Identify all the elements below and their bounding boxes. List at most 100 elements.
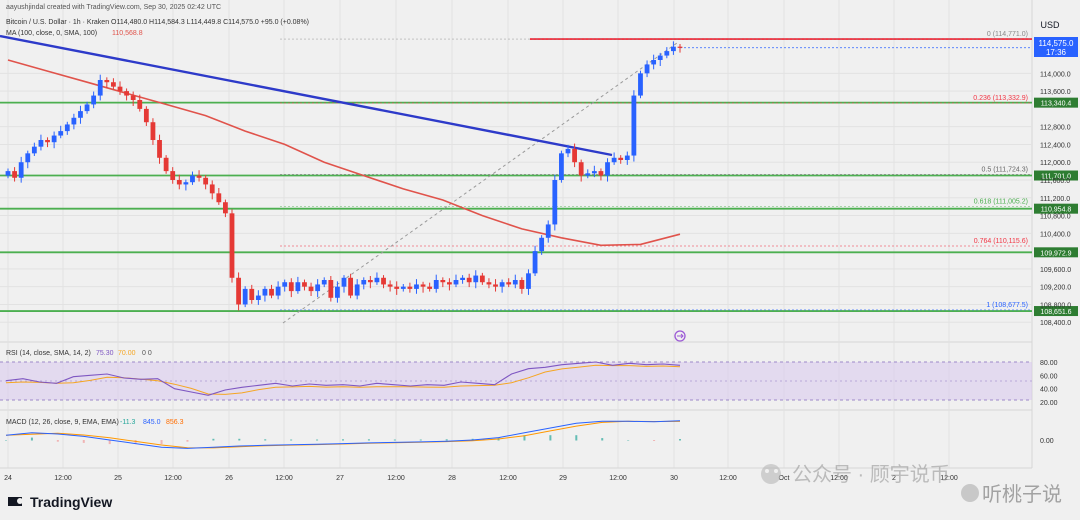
descending-trendline[interactable] xyxy=(0,34,613,157)
price-tick-label: 111,200.0 xyxy=(1040,196,1070,203)
candle-body xyxy=(559,153,564,180)
candle-body xyxy=(104,80,110,83)
wechat-watermark-text: 公众号 · 顾宇说币 xyxy=(792,463,950,486)
ma-value: 110,568.8 xyxy=(112,30,143,37)
candle-body xyxy=(51,135,57,143)
fib-connector-line xyxy=(282,42,678,324)
candle-body xyxy=(361,280,367,285)
candle-body xyxy=(209,184,215,194)
time-axis[interactable]: 24 12:00 25 12:00 26 12:00 27 12:00 28 12:00 29 12:… xyxy=(4,475,958,482)
macd-series xyxy=(5,420,681,449)
price-tick-label: 110,400.0 xyxy=(1040,231,1071,238)
price-tick-label: 109,200.0 xyxy=(1040,285,1071,292)
rsi-signal-path xyxy=(5,364,681,395)
macd-histogram-bar xyxy=(523,435,526,441)
level-price-label: 110,954.8 xyxy=(1041,207,1072,214)
candle-body xyxy=(282,282,288,287)
candle-body xyxy=(130,95,136,100)
candle-body xyxy=(196,175,202,178)
price-tick-label: 110,800.0 xyxy=(1040,214,1071,221)
candle-body xyxy=(473,275,479,283)
macd-histogram-bar xyxy=(316,439,319,441)
macd-value-3: 856.3 xyxy=(166,419,184,426)
macd-value-1: -11.3 xyxy=(120,419,136,426)
time-tick-label: 30 xyxy=(670,475,678,482)
macd-histogram-bar xyxy=(56,440,59,442)
candle-body xyxy=(335,286,340,298)
macd-histogram-bar xyxy=(290,439,293,441)
candle-body xyxy=(308,286,314,292)
candle-body xyxy=(407,286,413,289)
time-tick-label: 28 xyxy=(448,475,456,482)
candle-body xyxy=(499,282,505,287)
candle-body xyxy=(295,282,301,292)
candle-body xyxy=(526,273,531,289)
candle-body xyxy=(348,277,353,296)
time-tick-label: 12:00 xyxy=(719,475,737,482)
price-tick-label: 108,400.0 xyxy=(1040,320,1071,327)
rsi-tick-label: 80.00 xyxy=(1040,360,1058,367)
macd-axis: 0.00 xyxy=(1040,438,1054,445)
ma-label: MA (100, close, 0, SMA, 100) xyxy=(6,30,97,37)
candle-body xyxy=(651,60,657,65)
candle-body xyxy=(486,282,492,285)
macd-histogram-bar xyxy=(549,435,552,441)
wechat-icon xyxy=(761,464,781,484)
candle-body xyxy=(25,153,31,163)
rsi-value: 75.30 xyxy=(96,350,114,357)
tradingview-logo-text: TradingView xyxy=(30,494,112,510)
corner-watermark-text: 听桃子说 xyxy=(982,483,1062,506)
time-tick-label: 12:00 xyxy=(164,475,182,482)
candle-body xyxy=(157,140,162,158)
candle-body xyxy=(124,91,129,96)
rsi-tick-label: 40.00 xyxy=(1040,387,1058,394)
macd-histogram-bar xyxy=(186,440,189,442)
candle-body xyxy=(321,280,327,285)
price-tick-label: 112,400.0 xyxy=(1040,142,1071,149)
candle-body xyxy=(236,277,241,305)
credit-line: aayushjindal created with TradingView.co… xyxy=(6,4,221,11)
price-tick-label: 112,000.0 xyxy=(1040,160,1071,167)
candle-body xyxy=(111,82,116,87)
candle-body xyxy=(328,280,334,298)
candle-body xyxy=(97,80,103,96)
alert-marker-icon[interactable] xyxy=(674,330,686,342)
candle-body xyxy=(400,286,406,289)
candles xyxy=(5,41,683,311)
candle-body xyxy=(216,193,222,203)
fib-label: 0.236 (113,332.9) xyxy=(973,95,1028,102)
rsi-axis: 80.00 60.00 40.00 20.00 xyxy=(1040,360,1058,407)
candle-body xyxy=(315,284,321,292)
candle-body xyxy=(387,284,393,287)
candle-body xyxy=(45,140,50,143)
candle-body xyxy=(479,275,485,283)
candle-body xyxy=(440,280,446,283)
candle-body xyxy=(671,46,676,52)
rsi-extra: 0 0 xyxy=(142,350,152,357)
candle-body xyxy=(578,162,584,176)
corner-watermark: 听桃子说 xyxy=(961,483,1062,506)
price-tick-label: 112,800.0 xyxy=(1040,125,1071,132)
fib-levels[interactable]: 0 (114,771.0) 0.236 (113,332.9) 0.5 (111,7… xyxy=(280,31,1030,311)
rsi-band xyxy=(0,361,1032,401)
macd-histogram-bar xyxy=(342,439,344,441)
time-tick-label: 25 xyxy=(114,475,122,482)
macd-histogram-bar xyxy=(367,439,370,441)
candle-body xyxy=(624,155,630,160)
macd-histogram-bar xyxy=(601,438,604,441)
candle-body xyxy=(394,286,400,289)
macd-histogram-bar xyxy=(627,440,630,441)
candle-body xyxy=(420,284,426,287)
macd-histogram-bar xyxy=(212,438,215,441)
candle-body xyxy=(18,162,24,178)
macd-histogram-bar xyxy=(134,440,137,445)
candle-body xyxy=(519,280,525,289)
candle-body xyxy=(58,131,64,136)
candle-body xyxy=(374,277,380,283)
candle-body xyxy=(644,64,650,74)
level-price-tag xyxy=(1034,247,1078,258)
candle-body xyxy=(433,280,439,289)
time-tick-label: 26 xyxy=(225,475,233,482)
price-axis[interactable]: 114,000.0 113,600.0 112,800.0 112,400.0 112,… xyxy=(1040,71,1071,327)
